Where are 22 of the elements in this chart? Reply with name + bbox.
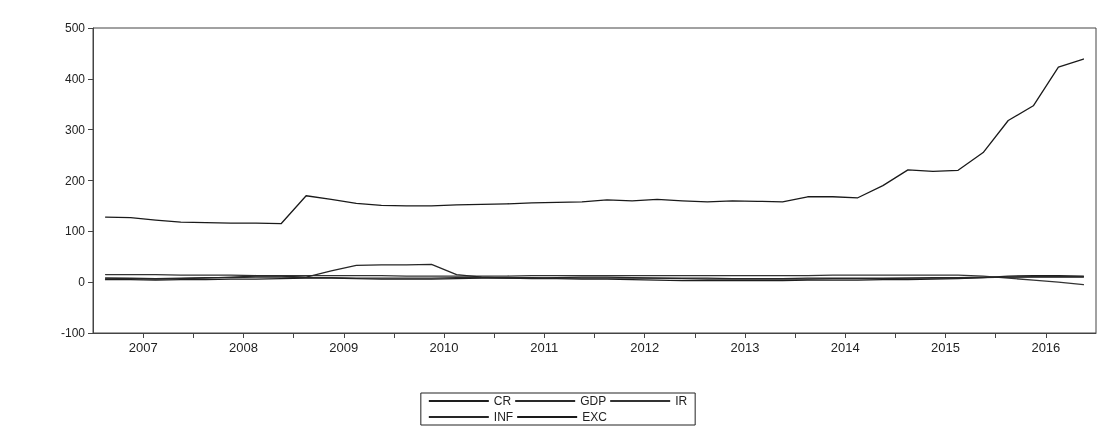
legend-label: INF [493,410,514,424]
y-tick-label: 500 [64,21,86,35]
x-tick-label: 2009 [329,340,359,355]
y-tick-label: 300 [64,122,86,137]
y-tick-label: 200 [64,173,86,188]
x-tick-label: 2014 [830,340,860,355]
x-tick-label: 2008 [228,340,258,355]
x-tick-label: 2013 [730,340,760,355]
x-tick-label: 2016 [1031,340,1061,355]
legend-label: GDP [580,394,607,408]
y-tick-label: 400 [64,71,86,86]
y-tick-label: 0 [78,275,86,290]
legend-label: IR [675,394,688,408]
x-tick-label: 2015 [931,340,961,355]
x-tick-label: 2011 [530,340,559,355]
legend-label: EXC [582,410,608,424]
x-tick-label: 2007 [128,340,158,355]
y-tick-label: -100 [60,326,86,340]
x-tick-label: 2012 [630,340,660,355]
y-tick-label: 100 [64,224,86,239]
legend-label: CR [493,394,512,408]
x-tick-label: 2010 [429,340,459,355]
